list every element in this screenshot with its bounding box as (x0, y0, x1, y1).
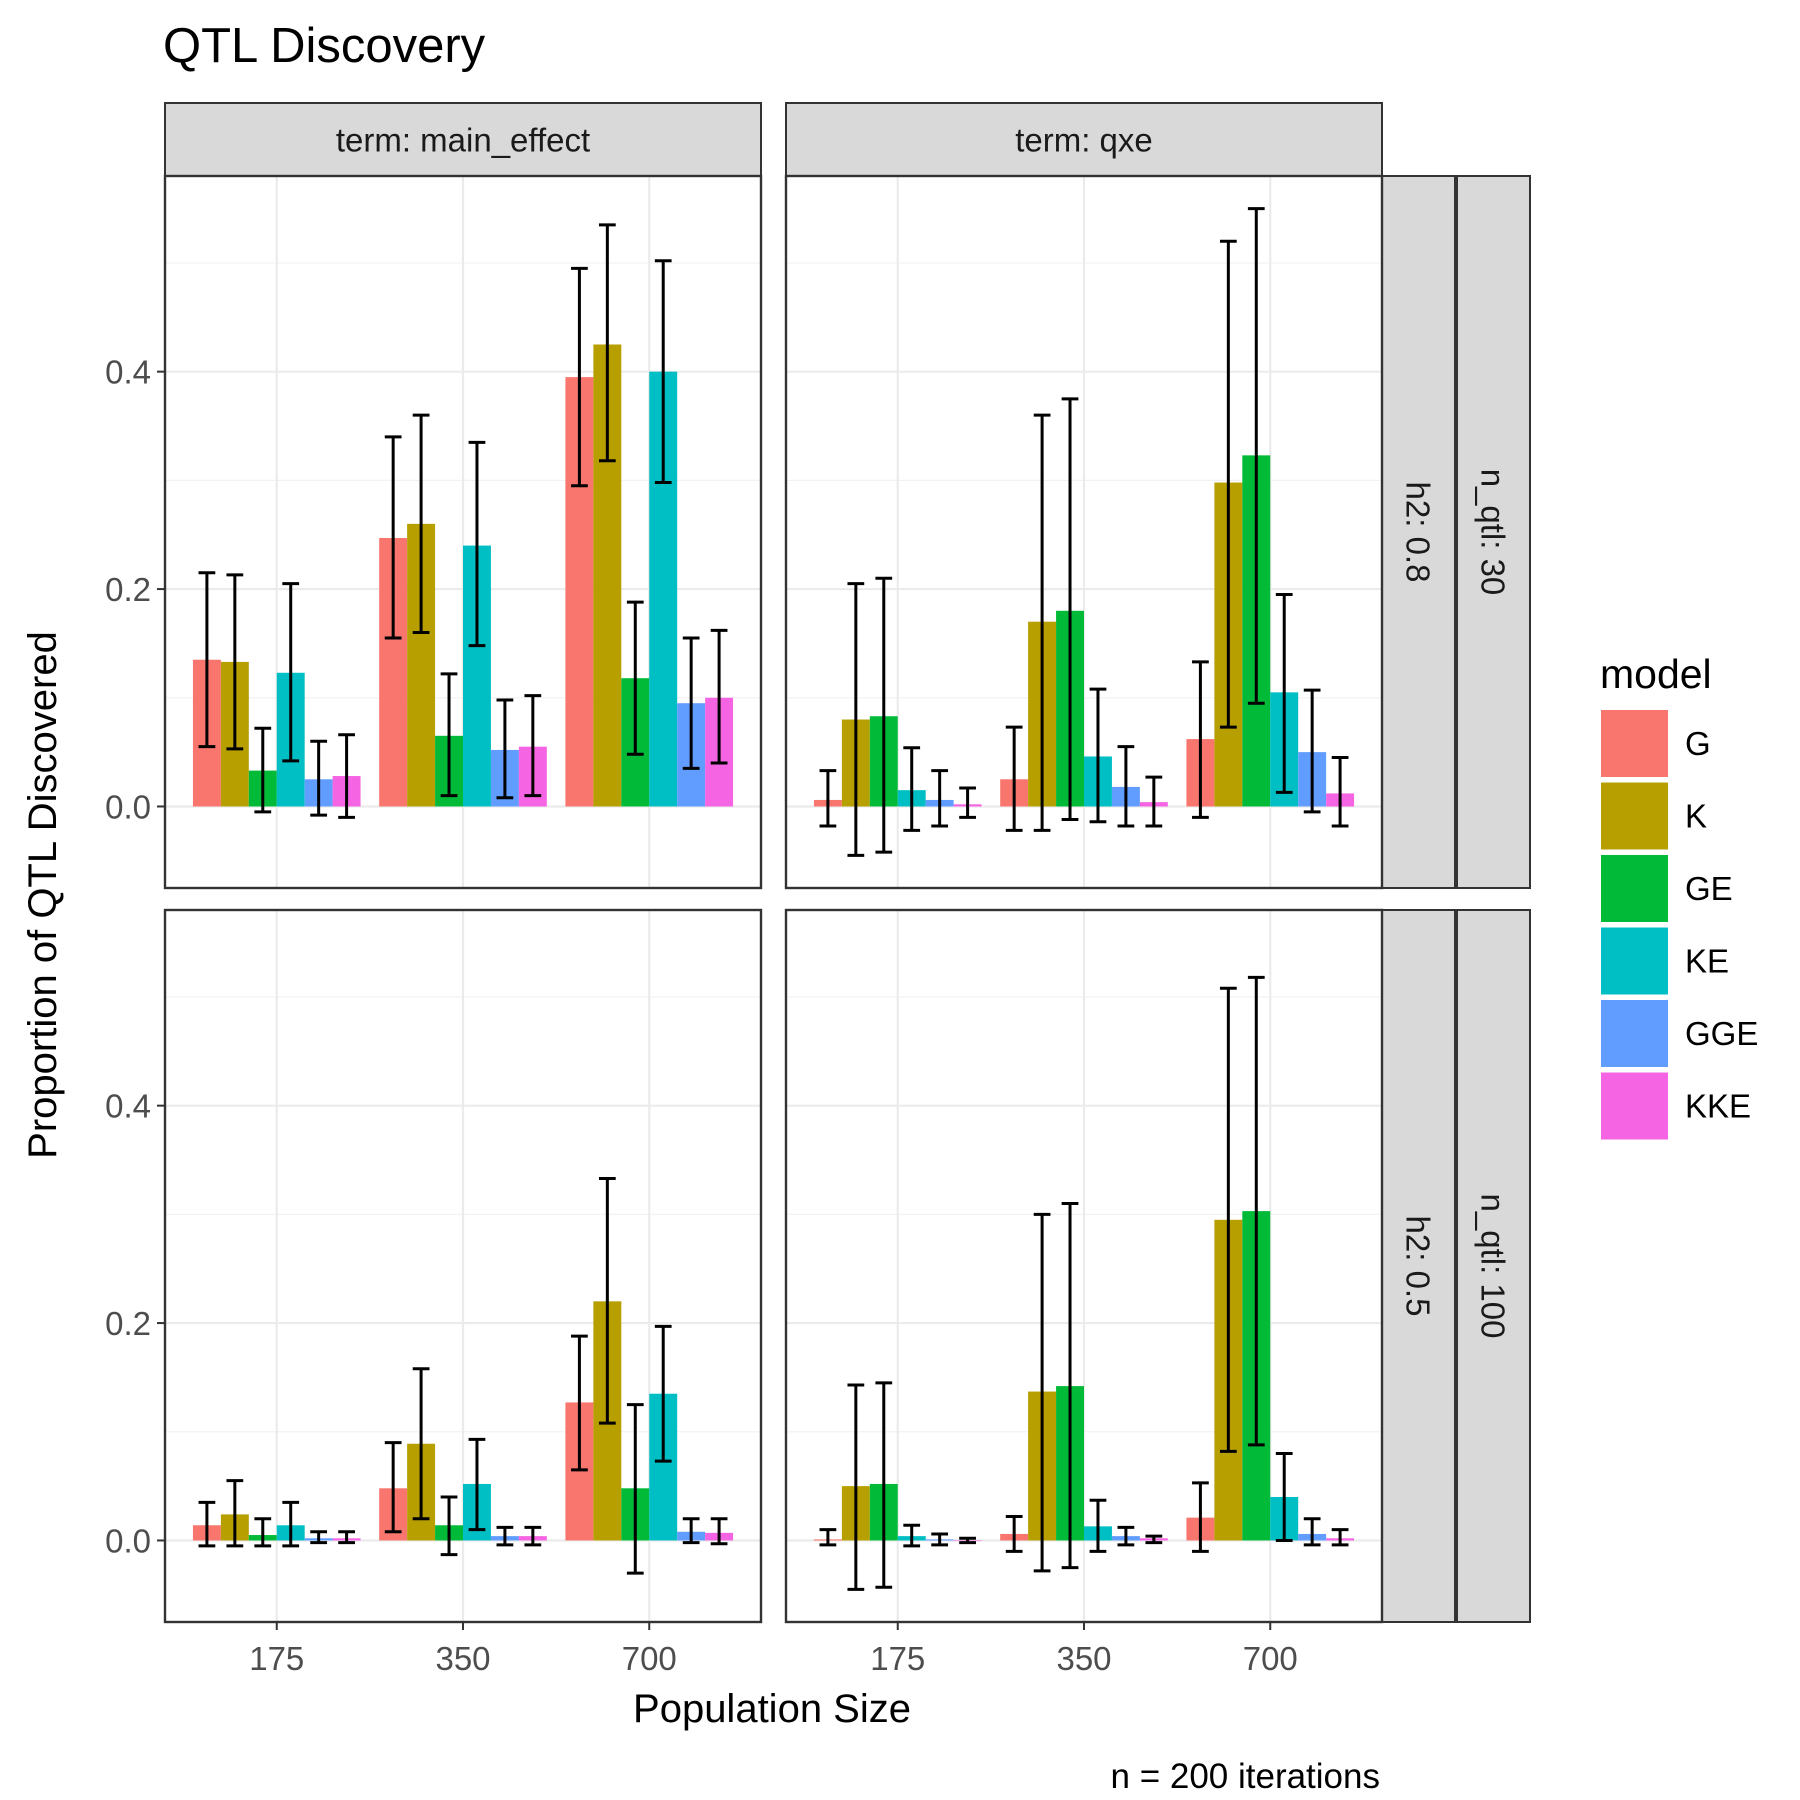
row-strip (1456, 909, 1531, 1623)
legend-label: K (1685, 798, 1707, 835)
legend-key (1601, 855, 1668, 922)
x-tick-label: 175 (249, 1640, 304, 1677)
y-tick-label: 0.4 (105, 1088, 151, 1125)
legend-key (1601, 1000, 1668, 1067)
legend-label: KE (1685, 943, 1729, 980)
legend-label: G (1685, 725, 1711, 762)
y-tick-label: 0.0 (105, 788, 151, 825)
column-strip-label: term: qxe (1015, 122, 1153, 159)
row-strip (1456, 175, 1531, 889)
legend-label: KKE (1685, 1088, 1751, 1125)
column-strip (785, 102, 1383, 177)
x-tick-label: 350 (435, 1640, 490, 1677)
legend: model GK GE KE GGE KKE (1600, 651, 1758, 1140)
y-tick-label: 0.2 (105, 571, 151, 608)
facet-panel (784, 908, 1384, 1624)
row-strip-label: n_qtl: 100 (1475, 1194, 1512, 1339)
x-tick-label: 700 (622, 1640, 677, 1677)
facet-panel (784, 174, 1384, 890)
y-axis-label: Proportion of QTL Discovered (21, 631, 65, 1159)
panels-layer: term: main_effect term: qxe h2: 0.8 n_qtl: … (105, 102, 1531, 1677)
y-tick-label: 0.0 (105, 1522, 151, 1559)
x-tick-label: 700 (1243, 1640, 1298, 1677)
legend-label: GGE (1685, 1015, 1758, 1052)
legend-key (1601, 927, 1668, 995)
row-strip (1381, 175, 1456, 889)
chart-title: QTL Discovery (163, 19, 486, 73)
x-axis-label: Population Size (633, 1687, 911, 1731)
x-tick-label: 175 (870, 1640, 925, 1677)
panel-border (163, 174, 763, 890)
row-strip-label: h2: 0.5 (1400, 1216, 1437, 1317)
legend-key (1601, 1072, 1668, 1140)
legend-key (1601, 782, 1668, 850)
legend-label: GE (1685, 870, 1733, 907)
legend-key (1601, 710, 1668, 777)
x-tick-label: 350 (1056, 1640, 1111, 1677)
column-strip-label: term: main_effect (336, 122, 590, 159)
facet-panel (163, 908, 763, 1624)
facet-panel (163, 174, 763, 890)
row-strip-label: n_qtl: 30 (1475, 469, 1512, 596)
caption: n = 200 iterations (1111, 1757, 1381, 1796)
row-strip (1381, 909, 1456, 1623)
legend-title: model (1600, 651, 1712, 697)
y-tick-label: 0.4 (105, 354, 151, 391)
column-strip (164, 102, 762, 177)
row-strip-label: h2: 0.8 (1400, 482, 1437, 583)
panel-border (784, 174, 1384, 890)
y-tick-label: 0.2 (105, 1305, 151, 1342)
